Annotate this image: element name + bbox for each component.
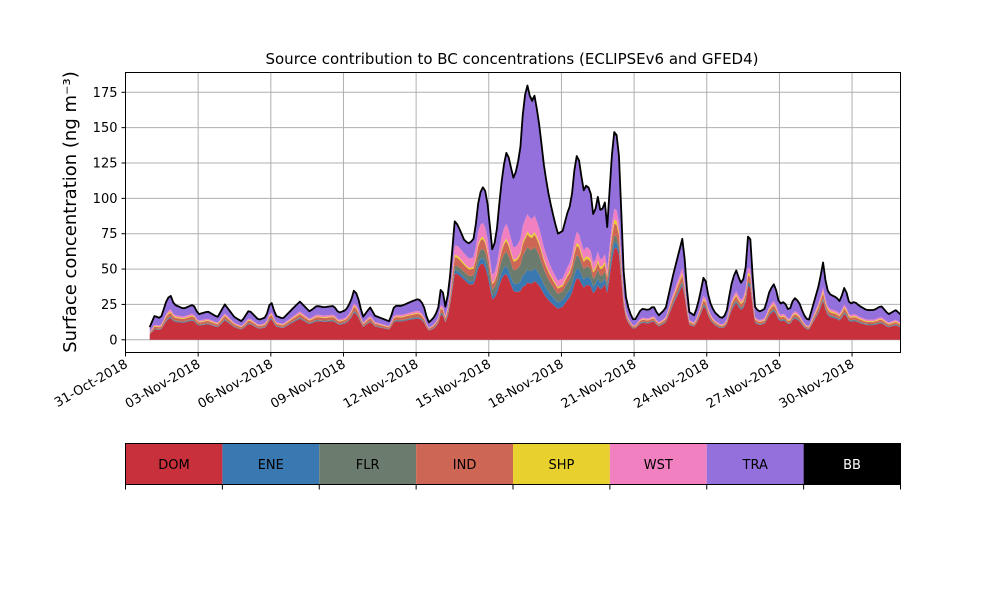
area-flr	[149, 235, 901, 335]
area-wst	[149, 208, 901, 333]
x-tick-label: 31-Oct-2018	[52, 357, 130, 411]
legend-swatch-dom	[125, 443, 223, 485]
legend-label-bb: BB	[843, 458, 861, 473]
x-tick-label: 30-Nov-2018	[777, 357, 857, 412]
x-tick-label: 12-Nov-2018	[341, 357, 421, 412]
legend-label-flr: FLR	[356, 458, 380, 473]
stacked-areas	[149, 85, 901, 340]
x-tick-label: 18-Nov-2018	[486, 357, 566, 412]
x-tick-label: 24-Nov-2018	[631, 357, 711, 412]
x-tick-label: 27-Nov-2018	[704, 357, 784, 412]
legend-swatch-shp	[513, 443, 610, 485]
y-tick-label: 0	[109, 333, 117, 348]
legend-label-ene: ENE	[258, 458, 284, 473]
legend-label-ind: IND	[453, 458, 477, 473]
x-tick-label: 09-Nov-2018	[268, 357, 348, 412]
total-line-path	[148, 84, 902, 328]
x-tick-label: 03-Nov-2018	[123, 357, 203, 412]
legend-label-tra: TRA	[742, 458, 768, 473]
area-shp	[149, 219, 901, 333]
legend-swatch-flr	[319, 443, 417, 485]
legend-swatch-bb	[803, 443, 901, 485]
y-tick-label: 125	[93, 157, 118, 172]
area-ind	[149, 223, 901, 334]
chart-title: Source contribution to BC concentrations…	[265, 50, 758, 68]
legend-swatch-ene	[222, 443, 320, 485]
y-tick-label: 50	[101, 263, 118, 278]
legend-swatch-wst	[609, 443, 707, 485]
y-axis: 0 25 50 75 100 125 150 175	[93, 86, 126, 348]
y-tick-label: 75	[101, 227, 118, 242]
y-tick-label: 175	[93, 86, 118, 101]
legend-label-dom: DOM	[158, 458, 189, 473]
area-tra	[149, 88, 901, 332]
x-tick-label: 06-Nov-2018	[196, 357, 276, 412]
legend-swatch-ind	[416, 443, 514, 485]
y-tick-label: 25	[101, 298, 118, 313]
legend-swatch-tra	[706, 443, 804, 485]
legend: DOM ENE FLR IND SHP WST TRA BB	[125, 443, 901, 490]
legend-label-wst: WST	[644, 458, 673, 473]
y-tick-label: 100	[93, 192, 118, 207]
x-tick-label: 15-Nov-2018	[414, 357, 494, 412]
x-axis: 31-Oct-201803-Nov-201806-Nov-201809-Nov-…	[52, 352, 857, 412]
area-dom	[149, 248, 901, 340]
total-line	[148, 84, 902, 328]
legend-label-shp: SHP	[549, 458, 575, 473]
plot-frame	[125, 72, 901, 353]
x-tick-label: 21-Nov-2018	[559, 357, 639, 412]
y-tick-label: 150	[93, 121, 118, 136]
y-axis-label: Surface concentration (ng m⁻³)	[60, 71, 81, 353]
